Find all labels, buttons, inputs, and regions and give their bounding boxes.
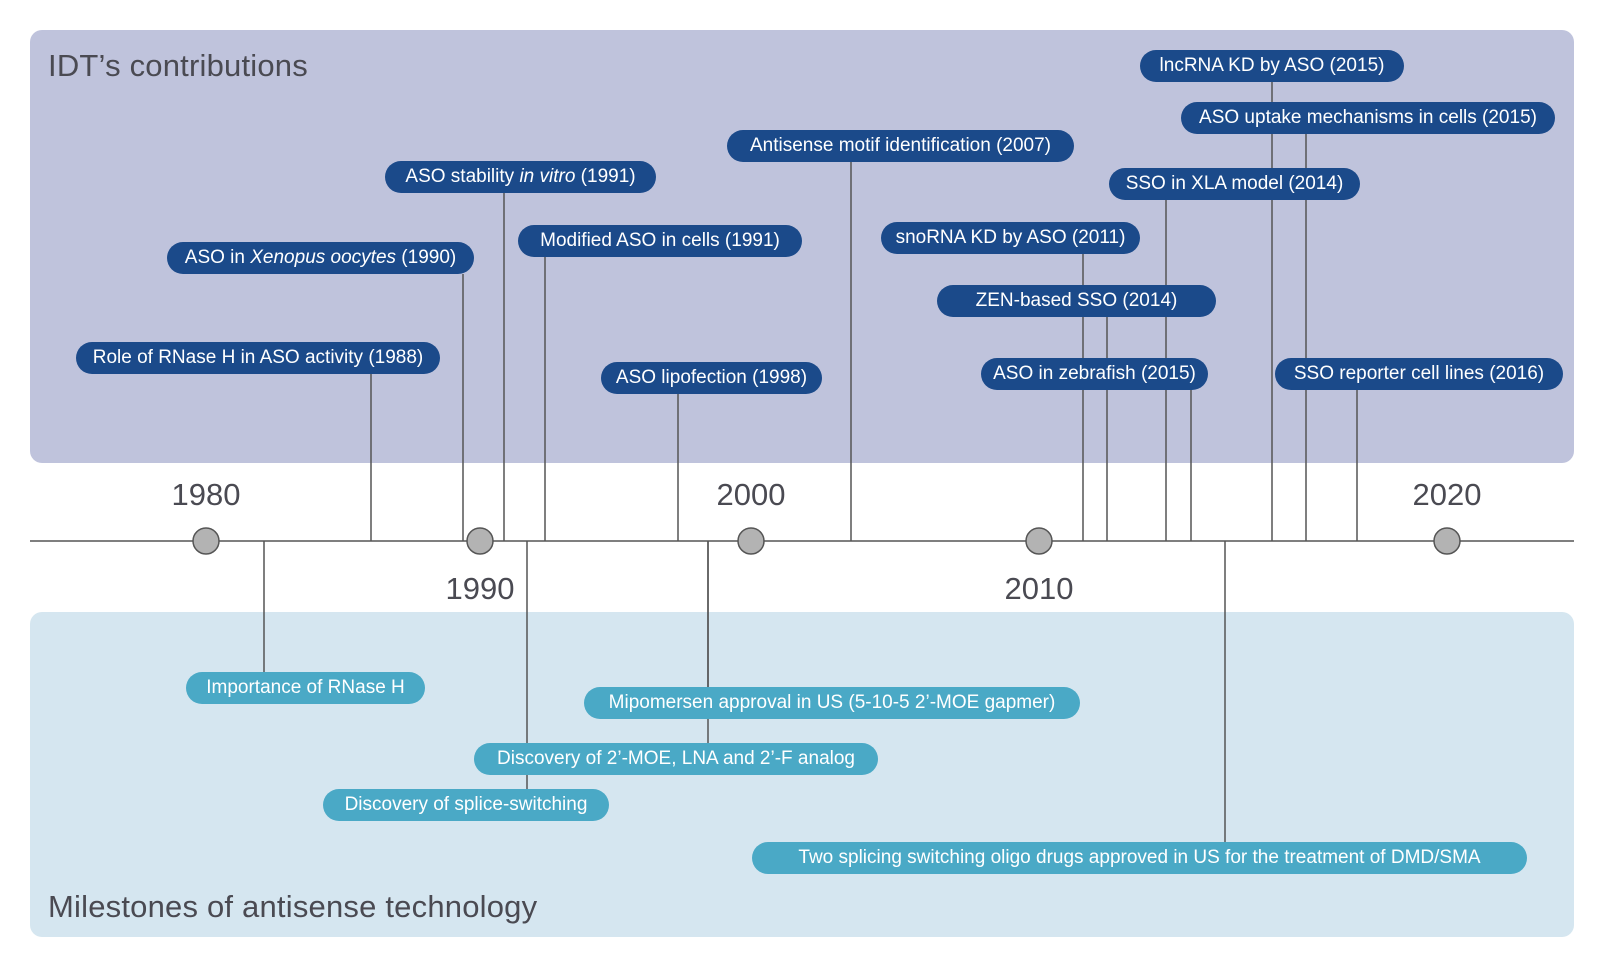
- year-marker-2000: [737, 527, 765, 555]
- event-rnase-h-role: Role of RNase H in ASO activity (1988): [76, 342, 440, 374]
- event-aso-lipofection: ASO lipofection (1998): [601, 362, 822, 394]
- year-label-2010: 2010: [1004, 571, 1074, 606]
- year-tick-markers: [192, 527, 1461, 555]
- year-label-1980: 1980: [171, 477, 241, 512]
- year-marker-1980: [192, 527, 220, 555]
- event-sso-xla: SSO in XLA model (2014): [1109, 168, 1360, 200]
- year-marker-1990: [466, 527, 494, 555]
- event-sso-reporter: SSO reporter cell lines (2016): [1275, 358, 1563, 390]
- milestones-panel: Milestones of antisense technology: [30, 612, 1574, 937]
- milestone-splice-switching: Discovery of splice-switching: [323, 789, 609, 821]
- event-aso-uptake: ASO uptake mechanisms in cells (2015): [1181, 102, 1555, 134]
- event-modified-aso: Modified ASO in cells (1991): [518, 225, 802, 257]
- event-aso-zebrafish: ASO in zebrafish (2015): [981, 358, 1208, 390]
- year-marker-2010: [1025, 527, 1053, 555]
- year-label-1990: 1990: [445, 571, 515, 606]
- milestone-mipomersen: Mipomersen approval in US (5-10-5 2’-MOE…: [584, 687, 1080, 719]
- event-antisense-motif: Antisense motif identification (2007): [727, 130, 1074, 162]
- event-lncrna-kd: lncRNA KD by ASO (2015): [1140, 50, 1404, 82]
- event-aso-xenopus: ASO in Xenopus oocytes (1990): [167, 242, 474, 274]
- milestone-moe-lna: Discovery of 2’-MOE, LNA and 2’-F analog: [474, 743, 878, 775]
- event-zen-sso: ZEN-based SSO (2014): [937, 285, 1216, 317]
- event-snorna-kd: snoRNA KD by ASO (2011): [881, 222, 1140, 254]
- event-aso-stability: ASO stability in vitro (1991): [385, 161, 656, 193]
- idt-panel-title: IDT’s contributions: [48, 48, 308, 83]
- milestone-sso-drugs: Two splicing switching oligo drugs appro…: [752, 842, 1527, 874]
- year-marker-2020: [1433, 527, 1461, 555]
- milestones-panel-title: Milestones of antisense technology: [48, 889, 538, 924]
- year-label-2000: 2000: [716, 477, 786, 512]
- year-label-2020: 2020: [1412, 477, 1482, 512]
- milestone-importance-rnase-h: Importance of RNase H: [186, 672, 425, 704]
